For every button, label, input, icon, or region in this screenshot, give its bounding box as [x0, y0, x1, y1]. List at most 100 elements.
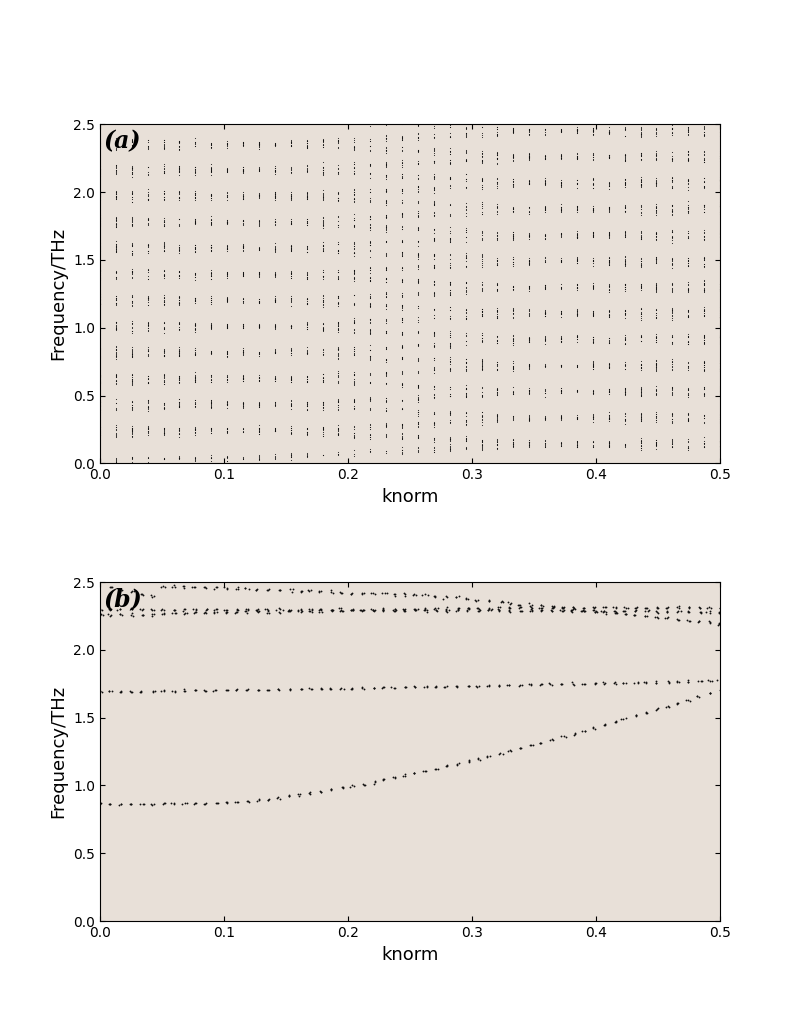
- Point: [411, 408, 424, 424]
- Point: [269, 238, 282, 255]
- Point: [411, 220, 424, 237]
- Point: [443, 387, 456, 404]
- Point: [189, 130, 202, 147]
- Point: [586, 121, 599, 138]
- Point: [666, 387, 678, 404]
- Point: [650, 436, 663, 452]
- Point: [570, 148, 583, 165]
- Point: [411, 233, 424, 249]
- Point: [491, 174, 504, 190]
- Point: [94, 160, 106, 177]
- Point: [482, 602, 494, 619]
- Point: [475, 386, 488, 403]
- Point: [253, 187, 266, 204]
- Point: [427, 404, 440, 420]
- Point: [651, 700, 664, 716]
- Point: [126, 315, 138, 331]
- Point: [332, 270, 345, 287]
- Point: [586, 125, 599, 142]
- Point: [284, 240, 297, 257]
- Point: [377, 600, 390, 617]
- Point: [491, 147, 504, 164]
- Point: [460, 590, 473, 607]
- Point: [189, 214, 202, 231]
- Point: [348, 321, 361, 337]
- Point: [142, 262, 154, 278]
- Point: [332, 392, 345, 409]
- Point: [94, 605, 107, 622]
- Point: [670, 598, 683, 615]
- Point: [146, 683, 159, 700]
- Point: [634, 125, 647, 142]
- Point: [237, 347, 250, 363]
- Point: [602, 229, 615, 245]
- Point: [443, 341, 456, 357]
- Point: [269, 137, 282, 153]
- Point: [269, 422, 282, 439]
- Point: [570, 308, 583, 325]
- Point: [538, 230, 551, 246]
- Point: [570, 176, 583, 193]
- Point: [284, 397, 297, 414]
- Point: [294, 600, 307, 617]
- Point: [221, 319, 234, 335]
- Point: [634, 329, 647, 346]
- Point: [110, 264, 122, 280]
- Point: [205, 137, 218, 153]
- Point: [554, 385, 567, 402]
- Point: [146, 607, 158, 623]
- Point: [443, 335, 456, 352]
- Point: [222, 681, 234, 698]
- Point: [507, 176, 520, 193]
- Point: [666, 438, 678, 454]
- Point: [198, 796, 211, 812]
- Point: [105, 607, 118, 623]
- Point: [682, 223, 694, 239]
- Point: [332, 264, 345, 280]
- Point: [578, 599, 590, 616]
- Point: [586, 333, 599, 350]
- Point: [94, 320, 106, 336]
- Point: [126, 237, 138, 254]
- Point: [567, 677, 580, 693]
- Point: [566, 676, 579, 692]
- Point: [682, 413, 694, 430]
- Point: [570, 437, 583, 453]
- Point: [634, 405, 647, 421]
- Point: [332, 398, 345, 415]
- Point: [411, 182, 424, 199]
- Point: [634, 312, 647, 328]
- Point: [269, 423, 282, 440]
- Point: [396, 129, 409, 146]
- Point: [146, 684, 159, 701]
- Point: [714, 362, 726, 379]
- Point: [221, 264, 234, 280]
- Point: [205, 448, 218, 465]
- Point: [166, 683, 178, 700]
- Point: [237, 318, 250, 334]
- Point: [157, 450, 170, 467]
- Point: [269, 213, 282, 230]
- Point: [650, 121, 663, 138]
- Point: [523, 125, 536, 142]
- Point: [173, 189, 186, 206]
- Point: [491, 255, 504, 271]
- Point: [284, 160, 297, 177]
- Point: [348, 295, 361, 312]
- Point: [94, 240, 106, 257]
- Point: [396, 274, 409, 291]
- Point: [586, 252, 599, 268]
- Point: [538, 331, 551, 348]
- Point: [241, 793, 254, 809]
- Point: [666, 379, 678, 395]
- Point: [380, 126, 393, 143]
- Point: [189, 419, 202, 436]
- Point: [380, 246, 393, 263]
- Point: [300, 267, 313, 284]
- Point: [367, 775, 380, 792]
- Point: [491, 434, 504, 450]
- Point: [461, 601, 474, 618]
- Point: [629, 602, 642, 619]
- Point: [586, 333, 599, 350]
- Point: [284, 417, 297, 434]
